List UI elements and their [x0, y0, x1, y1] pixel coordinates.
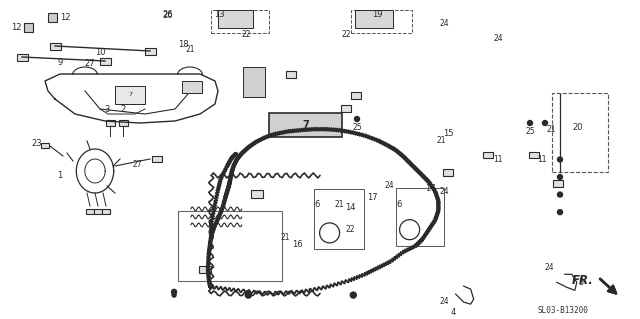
- Bar: [182, 80, 202, 93]
- Bar: [355, 10, 393, 28]
- Text: 20: 20: [573, 123, 583, 132]
- Bar: [94, 209, 102, 213]
- Bar: [86, 209, 94, 213]
- Text: 27: 27: [84, 59, 95, 68]
- Bar: [145, 48, 156, 55]
- Bar: [24, 23, 33, 32]
- Text: 21: 21: [186, 45, 195, 54]
- Bar: [99, 57, 111, 64]
- Text: 26: 26: [163, 10, 173, 19]
- Bar: [118, 120, 127, 126]
- Text: 11: 11: [493, 155, 502, 164]
- Bar: [199, 266, 211, 273]
- Text: 17: 17: [367, 193, 378, 202]
- Circle shape: [557, 210, 563, 215]
- Text: 25: 25: [352, 122, 362, 131]
- Text: 16: 16: [292, 240, 303, 249]
- Bar: [286, 71, 296, 78]
- Text: 14: 14: [346, 203, 356, 212]
- Text: 27: 27: [132, 160, 142, 169]
- Bar: [314, 189, 364, 249]
- Text: FR.: FR.: [572, 275, 593, 287]
- Text: 24: 24: [440, 19, 450, 28]
- Text: 7: 7: [302, 120, 309, 130]
- Circle shape: [172, 293, 176, 297]
- Text: 9: 9: [58, 58, 63, 67]
- Bar: [351, 92, 361, 99]
- Text: 10: 10: [95, 48, 105, 57]
- Text: 24: 24: [493, 34, 503, 43]
- Text: 24: 24: [440, 187, 450, 196]
- Circle shape: [543, 121, 547, 125]
- Text: 25: 25: [525, 127, 535, 136]
- Bar: [178, 211, 282, 281]
- Text: 4: 4: [451, 308, 456, 317]
- Bar: [340, 105, 351, 112]
- Text: 22: 22: [242, 30, 251, 39]
- Text: 24: 24: [440, 297, 450, 306]
- Text: 6: 6: [315, 200, 320, 209]
- Bar: [553, 180, 563, 187]
- Bar: [49, 42, 61, 49]
- Bar: [252, 190, 263, 198]
- Text: 13: 13: [214, 10, 225, 19]
- Text: 19: 19: [372, 10, 383, 19]
- Bar: [351, 10, 412, 33]
- Text: 12: 12: [60, 12, 70, 21]
- Bar: [443, 169, 453, 176]
- Bar: [269, 113, 342, 137]
- Text: SL03-B13200: SL03-B13200: [538, 306, 588, 315]
- Circle shape: [350, 292, 356, 298]
- Bar: [47, 12, 56, 21]
- Text: 1: 1: [58, 172, 63, 181]
- Text: 7: 7: [128, 93, 132, 98]
- Text: 11: 11: [538, 155, 547, 164]
- Circle shape: [557, 192, 563, 197]
- Bar: [243, 67, 265, 97]
- Text: 24: 24: [544, 263, 554, 272]
- Circle shape: [527, 121, 532, 125]
- Bar: [218, 10, 253, 28]
- Text: 26: 26: [163, 11, 173, 20]
- Bar: [211, 10, 269, 33]
- Bar: [396, 188, 444, 246]
- Circle shape: [172, 289, 177, 294]
- Text: 6: 6: [397, 200, 402, 209]
- Text: 21: 21: [335, 200, 344, 209]
- Circle shape: [355, 116, 360, 122]
- Text: 5: 5: [579, 278, 584, 287]
- Text: 21: 21: [547, 125, 556, 134]
- Bar: [483, 152, 493, 158]
- Text: 3: 3: [104, 105, 109, 114]
- Circle shape: [557, 157, 563, 162]
- Text: 23: 23: [32, 139, 42, 149]
- Bar: [152, 156, 162, 162]
- Text: 17: 17: [425, 184, 435, 193]
- Text: 18: 18: [178, 40, 189, 48]
- Bar: [17, 54, 28, 61]
- Text: 2: 2: [120, 105, 125, 114]
- Text: 22: 22: [341, 30, 351, 39]
- Text: 15: 15: [443, 129, 453, 138]
- Text: 24: 24: [384, 181, 394, 189]
- Bar: [102, 209, 110, 213]
- Bar: [115, 86, 145, 104]
- Text: 22: 22: [346, 225, 355, 234]
- Text: 21: 21: [437, 136, 446, 145]
- Bar: [106, 120, 115, 126]
- Bar: [41, 144, 49, 149]
- Bar: [552, 93, 608, 172]
- Text: 21: 21: [280, 233, 289, 242]
- Bar: [529, 152, 540, 158]
- Text: 12: 12: [12, 23, 22, 32]
- Circle shape: [557, 174, 563, 180]
- Circle shape: [245, 292, 252, 298]
